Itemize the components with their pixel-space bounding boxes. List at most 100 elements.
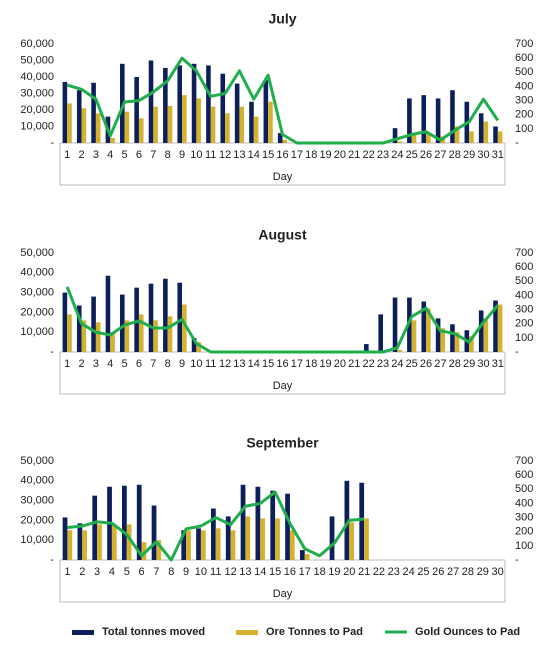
bar xyxy=(153,320,158,352)
x-tick-label: 28 xyxy=(449,149,461,161)
bar xyxy=(211,508,216,560)
y2-tick-label: 500 xyxy=(515,275,533,287)
y2-tick-label: 500 xyxy=(515,483,533,495)
bar xyxy=(364,344,369,352)
bar xyxy=(421,95,427,143)
x-tick-label: 11 xyxy=(205,358,216,370)
bar xyxy=(282,139,288,143)
x-tick-label: 22 xyxy=(363,358,375,370)
bar xyxy=(91,82,96,143)
x-tick-label: 30 xyxy=(477,358,489,370)
bar xyxy=(122,485,127,560)
bar xyxy=(275,518,280,560)
y2-tick-label: - xyxy=(515,346,519,358)
legend-swatch xyxy=(236,630,258,635)
y-tick-label: 40,000 xyxy=(20,71,54,83)
bar xyxy=(469,131,474,143)
bar xyxy=(156,540,162,560)
x-tick-label: 29 xyxy=(463,358,475,370)
x-tick-label: 20 xyxy=(334,358,346,370)
bar xyxy=(411,134,417,143)
bar xyxy=(435,318,441,352)
x-tick-label: 26 xyxy=(420,358,432,370)
bar xyxy=(191,338,197,352)
x-tick-label: 9 xyxy=(183,566,189,578)
x-axis-label: Day xyxy=(273,588,293,600)
x-tick-label: 6 xyxy=(136,149,142,161)
bar xyxy=(497,131,503,143)
y2-tick-label: 200 xyxy=(515,318,533,330)
y2-tick-label: 400 xyxy=(515,80,533,92)
chart-title: July xyxy=(268,11,296,27)
x-tick-label: 7 xyxy=(153,566,159,578)
bar xyxy=(270,490,276,560)
x-tick-label: 24 xyxy=(391,149,403,161)
x-tick-label: 17 xyxy=(299,566,311,578)
x-tick-label: 24 xyxy=(391,358,403,370)
x-tick-label: 17 xyxy=(291,358,303,370)
bar xyxy=(136,484,142,560)
bar xyxy=(469,336,474,352)
bar xyxy=(230,530,236,560)
y2-tick-label: 400 xyxy=(515,497,533,509)
y2-tick-label: 700 xyxy=(515,38,533,50)
x-tick-label: 23 xyxy=(388,566,400,578)
bar xyxy=(263,80,269,143)
x-tick-label: 29 xyxy=(477,566,489,578)
bar xyxy=(249,101,254,143)
bar xyxy=(163,67,168,143)
x-tick-label: 25 xyxy=(406,149,418,161)
bar xyxy=(186,530,191,560)
bar xyxy=(454,332,460,352)
bar xyxy=(110,332,115,352)
bar xyxy=(268,101,273,143)
legend-swatch xyxy=(72,630,94,635)
y2-tick-label: 600 xyxy=(515,469,533,481)
bar xyxy=(344,480,350,560)
bar xyxy=(450,90,455,143)
bar xyxy=(364,518,369,560)
x-tick-label: 22 xyxy=(363,149,375,161)
gold-line xyxy=(65,286,499,354)
x-tick-label: 26 xyxy=(432,566,444,578)
bar xyxy=(62,517,68,560)
x-tick-label: 10 xyxy=(195,566,207,578)
bar xyxy=(177,282,183,352)
y2-tick-label: 700 xyxy=(515,455,533,467)
y-tick-label: 10,000 xyxy=(20,120,54,132)
y-tick-label: 30,000 xyxy=(20,495,54,507)
bar xyxy=(225,516,231,560)
x-tick-label: 21 xyxy=(348,149,360,161)
x-tick-label: 15 xyxy=(269,566,281,578)
x-tick-label: 7 xyxy=(150,358,156,370)
bar xyxy=(255,486,261,560)
chart-title: August xyxy=(258,227,307,243)
x-tick-label: 11 xyxy=(205,149,216,161)
x-tick-label: 17 xyxy=(291,149,303,161)
gold-line xyxy=(67,490,365,562)
x-tick-label: 6 xyxy=(139,566,145,578)
bar xyxy=(167,105,173,143)
bar xyxy=(225,113,230,143)
y-tick-label: 10,000 xyxy=(20,326,54,338)
x-tick-label: 23 xyxy=(377,358,389,370)
bar xyxy=(329,516,335,560)
x-tick-label: 4 xyxy=(107,149,113,161)
y2-tick-label: 200 xyxy=(515,109,533,121)
bar xyxy=(134,77,139,143)
x-tick-label: 18 xyxy=(305,358,317,370)
bar xyxy=(182,304,187,352)
bar xyxy=(196,98,201,143)
x-tick-label: 19 xyxy=(319,358,331,370)
bar xyxy=(67,530,73,560)
bar xyxy=(141,542,147,560)
bar xyxy=(454,126,460,143)
bar xyxy=(110,138,115,143)
bar xyxy=(483,318,489,352)
bar xyxy=(260,518,265,560)
bar xyxy=(67,314,72,352)
bar xyxy=(62,81,68,143)
y2-tick-label: 300 xyxy=(515,94,533,106)
y-tick-label: - xyxy=(50,554,54,566)
